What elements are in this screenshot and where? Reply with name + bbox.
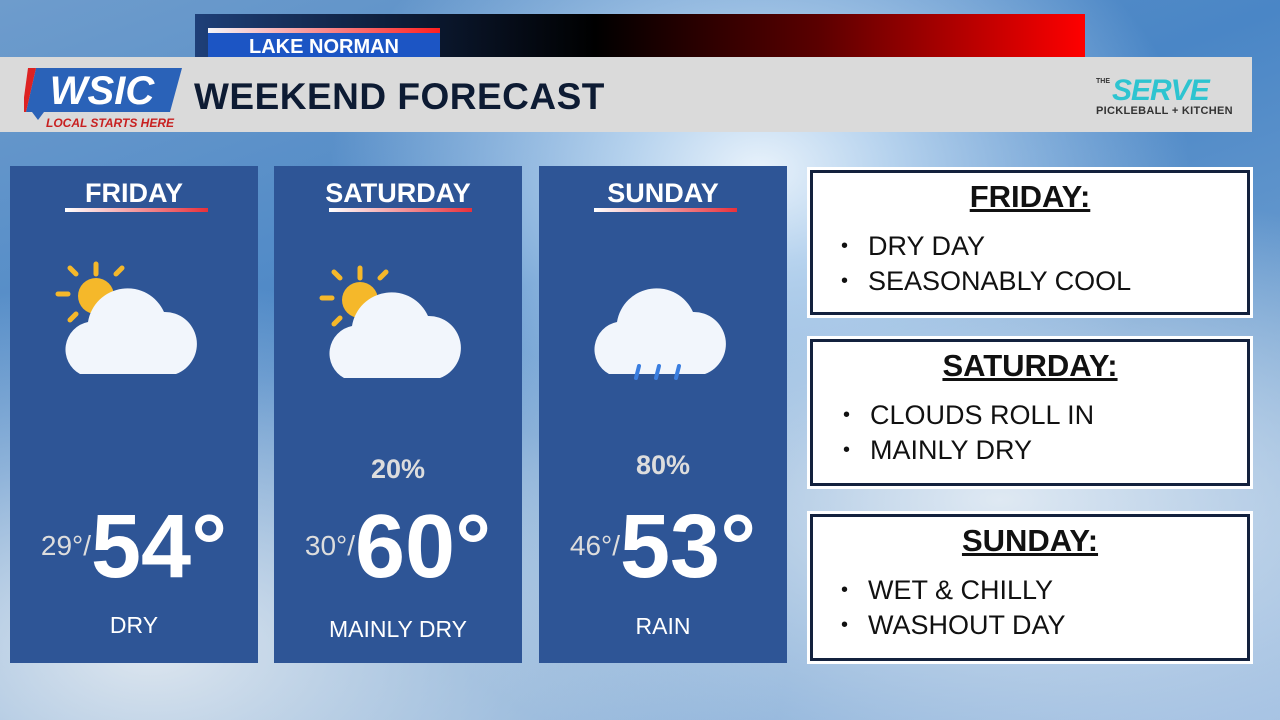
temperature: 29°/54° bbox=[10, 496, 258, 599]
temperature: 46°/53° bbox=[539, 496, 787, 599]
summary-bullet: MAINLY DRY bbox=[843, 433, 1247, 468]
condition: RAIN bbox=[635, 613, 691, 639]
day-name: FRIDAY bbox=[84, 178, 184, 208]
partly-cloudy-icon bbox=[319, 265, 461, 378]
wsic-logo: WSIC LOCAL STARTS HERE bbox=[24, 68, 182, 130]
day-underline bbox=[594, 208, 737, 212]
summary-sunday: SUNDAY: WET & CHILLYWASHOUT DAY bbox=[807, 511, 1253, 664]
high-temp: 54° bbox=[91, 497, 228, 597]
high-temp: 60° bbox=[355, 497, 492, 597]
low-temp: 29°/ bbox=[40, 530, 91, 561]
high-temp: 53° bbox=[620, 497, 757, 597]
day-name: SATURDAY bbox=[325, 178, 471, 208]
temperature: 30°/60° bbox=[274, 496, 522, 599]
precip-chance: 80% bbox=[635, 450, 691, 480]
rain-cloud-icon bbox=[594, 288, 726, 380]
partly-cloudy-icon bbox=[55, 261, 197, 374]
location-tab: LAKE NORMAN bbox=[208, 28, 440, 62]
svg-text:WSIC: WSIC bbox=[50, 69, 156, 113]
summary-friday: FRIDAY: DRY DAYSEASONABLY COOL bbox=[807, 167, 1253, 318]
summary-title: SATURDAY: bbox=[942, 348, 1118, 383]
day-name: SUNDAY bbox=[607, 178, 719, 208]
precip-chance: 20% bbox=[370, 454, 426, 484]
low-temp: 46°/ bbox=[569, 530, 620, 561]
summary-title: SUNDAY: bbox=[961, 523, 1099, 558]
svg-text:LOCAL STARTS HERE: LOCAL STARTS HERE bbox=[46, 116, 175, 130]
low-temp: 30°/ bbox=[304, 530, 355, 561]
day-card-sunday: SUNDAY 80% 46°/53° RAIN bbox=[539, 166, 787, 663]
summary-bullet: SEASONABLY COOL bbox=[841, 264, 1247, 299]
summary-title: FRIDAY: bbox=[969, 179, 1091, 214]
summary-bullet: CLOUDS ROLL IN bbox=[843, 398, 1247, 433]
condition: DRY bbox=[109, 612, 159, 638]
summary-saturday: SATURDAY: CLOUDS ROLL INMAINLY DRY bbox=[807, 336, 1253, 489]
summary-bullet: DRY DAY bbox=[841, 229, 1247, 264]
day-card-friday: FRIDAY 29°/54° DRY bbox=[10, 166, 258, 663]
sponsor-logo: THE SERVE PICKLEBALL + KITCHEN bbox=[1096, 74, 1233, 117]
page-title: WEEKEND FORECAST bbox=[194, 76, 605, 117]
condition: MAINLY DRY bbox=[328, 616, 468, 642]
day-underline bbox=[65, 208, 208, 212]
day-card-saturday: SATURDAY 20% 30°/60° MAINLY DRY bbox=[274, 166, 522, 663]
title-banner bbox=[0, 57, 1252, 132]
summary-bullet: WASHOUT DAY bbox=[841, 608, 1247, 643]
summary-bullet: WET & CHILLY bbox=[841, 573, 1247, 608]
day-underline bbox=[329, 208, 472, 212]
